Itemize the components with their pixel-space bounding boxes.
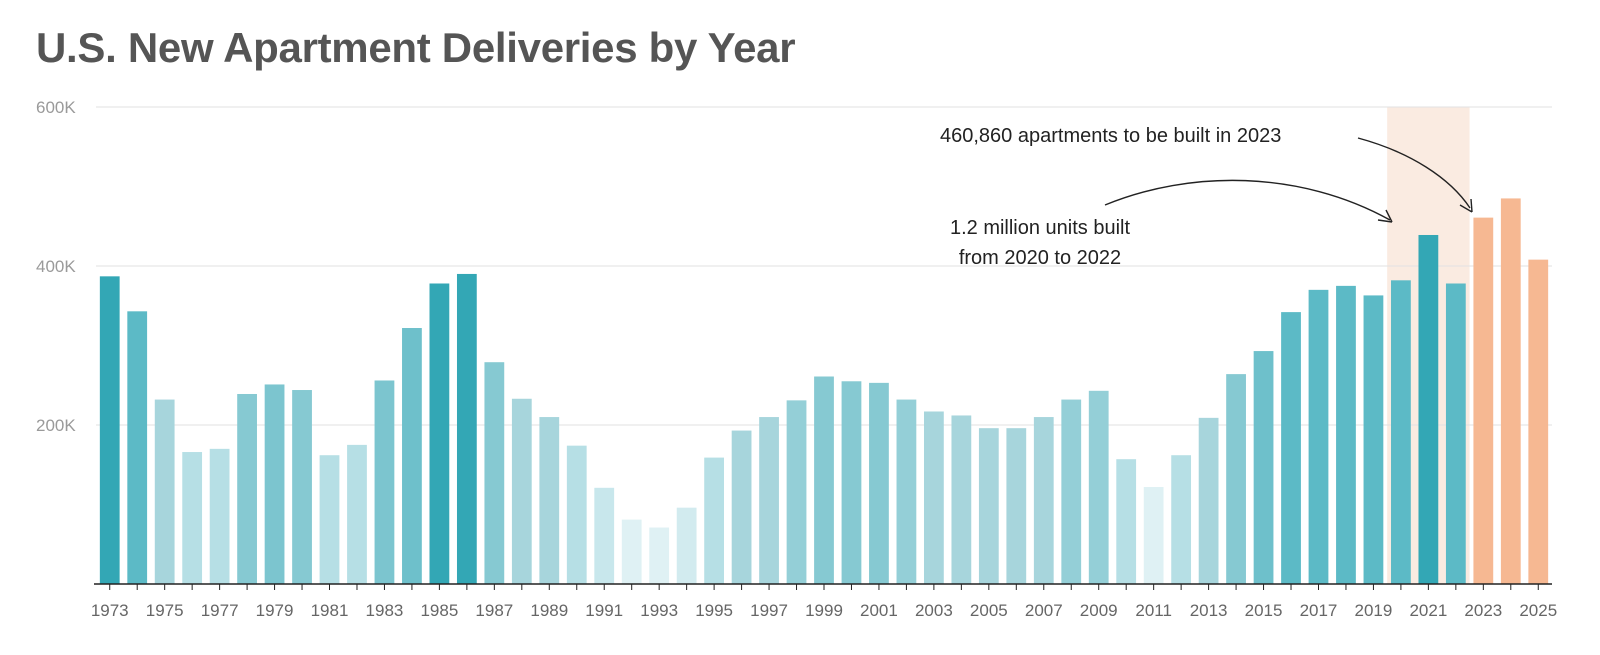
x-axis: 1973 1975 1977 1979 1981 1983 1985 1987 1989 1991… [91, 583, 1557, 620]
bar-2002 [896, 399, 917, 584]
bar-2010 [1116, 459, 1137, 584]
annotation-2020-2022-line1: 1.2 million units built [950, 217, 1131, 239]
x-tick-1975: 1975 [146, 601, 184, 620]
annotation-2023: 460,860 apartments to be built in 2023 [940, 125, 1281, 147]
bar-1991 [594, 487, 615, 584]
x-tick-2003: 2003 [915, 601, 953, 620]
x-tick-1999: 1999 [805, 601, 843, 620]
bar-1994 [676, 507, 697, 584]
x-tick-1977: 1977 [201, 601, 239, 620]
bar-1981 [319, 455, 340, 584]
bar-2007 [1033, 417, 1054, 584]
x-tick-2023: 2023 [1464, 601, 1502, 620]
bar-2012 [1171, 455, 1192, 584]
bar-1983 [374, 380, 395, 584]
x-tick-1991: 1991 [585, 601, 623, 620]
x-tick-2015: 2015 [1245, 601, 1283, 620]
x-tick-1989: 1989 [530, 601, 568, 620]
x-tick-1973: 1973 [91, 601, 129, 620]
bar-2020 [1391, 280, 1411, 584]
bar-1997 [759, 417, 779, 584]
annotation-arrow-2020-2022 [1104, 179, 1391, 221]
bar-1974 [127, 311, 148, 584]
bar-2017 [1308, 289, 1329, 584]
bar-1982 [347, 444, 367, 584]
bar-2022 [1445, 283, 1466, 584]
bar-1980 [292, 390, 312, 584]
bar-2023 [1473, 217, 1494, 584]
x-tick-1987: 1987 [475, 601, 513, 620]
bar-2000 [841, 381, 862, 584]
bar-2004 [951, 415, 972, 584]
annotation-2020-2022-line2: from 2020 to 2022 [959, 247, 1121, 269]
bar-1999 [814, 376, 834, 584]
bar-1990 [566, 445, 587, 584]
x-tick-2007: 2007 [1025, 601, 1063, 620]
bar-1986 [456, 273, 477, 584]
bar-1976 [182, 452, 203, 584]
bar-2024 [1500, 198, 1521, 585]
bar-2001 [869, 382, 889, 584]
bar-2005 [978, 428, 999, 584]
x-tick-1995: 1995 [695, 601, 733, 620]
x-tick-2009: 2009 [1080, 601, 1118, 620]
bar-2013 [1198, 417, 1219, 584]
y-tick-200K: 200K [36, 416, 76, 435]
y-tick-400K: 400K [36, 257, 76, 276]
gridlines: 200K 400K 600K [36, 98, 1552, 435]
annotations: 460,860 apartments to be built in 2023 1… [940, 125, 1473, 269]
x-tick-2021: 2021 [1409, 601, 1447, 620]
annotation-arrow-2023 [1357, 137, 1471, 209]
bar-2006 [1006, 428, 1027, 584]
bar-2019 [1363, 295, 1384, 584]
x-tick-1993: 1993 [640, 601, 678, 620]
bar-2025 [1528, 259, 1549, 584]
bar-2003 [923, 411, 944, 584]
bar-1992 [621, 519, 642, 584]
bar-1985 [429, 283, 450, 584]
bar-1973 [99, 276, 120, 584]
x-tick-2019: 2019 [1355, 601, 1393, 620]
x-tick-2001: 2001 [860, 601, 898, 620]
bar-1977 [209, 448, 230, 584]
bar-1989 [539, 417, 560, 584]
bar-1987 [484, 362, 505, 584]
bar-2021 [1418, 234, 1439, 584]
annotation-arrow-2023-head [1459, 198, 1473, 213]
x-tick-2013: 2013 [1190, 601, 1228, 620]
x-tick-1983: 1983 [366, 601, 404, 620]
x-tick-1985: 1985 [420, 601, 458, 620]
bar-2015 [1253, 351, 1274, 584]
x-tick-2005: 2005 [970, 601, 1008, 620]
bar-1975 [154, 399, 175, 584]
bar-1978 [237, 393, 257, 584]
bar-2014 [1226, 374, 1246, 584]
x-tick-2011: 2011 [1135, 601, 1172, 620]
bar-2011 [1143, 487, 1164, 584]
bar-1998 [786, 400, 807, 584]
bar-1993 [649, 527, 670, 584]
x-tick-1979: 1979 [256, 601, 294, 620]
annotation-arrow-2020-2022-head [1377, 209, 1393, 223]
x-tick-1997: 1997 [750, 601, 788, 620]
chart-title: U.S. New Apartment Deliveries by Year [36, 24, 796, 71]
bar-1984 [402, 328, 422, 584]
bar-1996 [731, 430, 752, 584]
y-tick-600K: 600K [36, 98, 76, 117]
x-tick-2017: 2017 [1300, 601, 1338, 620]
bar-1995 [704, 457, 725, 584]
x-tick-1981: 1981 [311, 601, 349, 620]
bar-2016 [1281, 312, 1301, 584]
bars [99, 198, 1549, 585]
bar-2009 [1088, 390, 1109, 584]
bar-2018 [1336, 285, 1356, 584]
bar-2008 [1061, 399, 1082, 584]
bar-1988 [511, 398, 532, 584]
bar-1979 [264, 384, 285, 584]
x-tick-2025: 2025 [1519, 601, 1557, 620]
